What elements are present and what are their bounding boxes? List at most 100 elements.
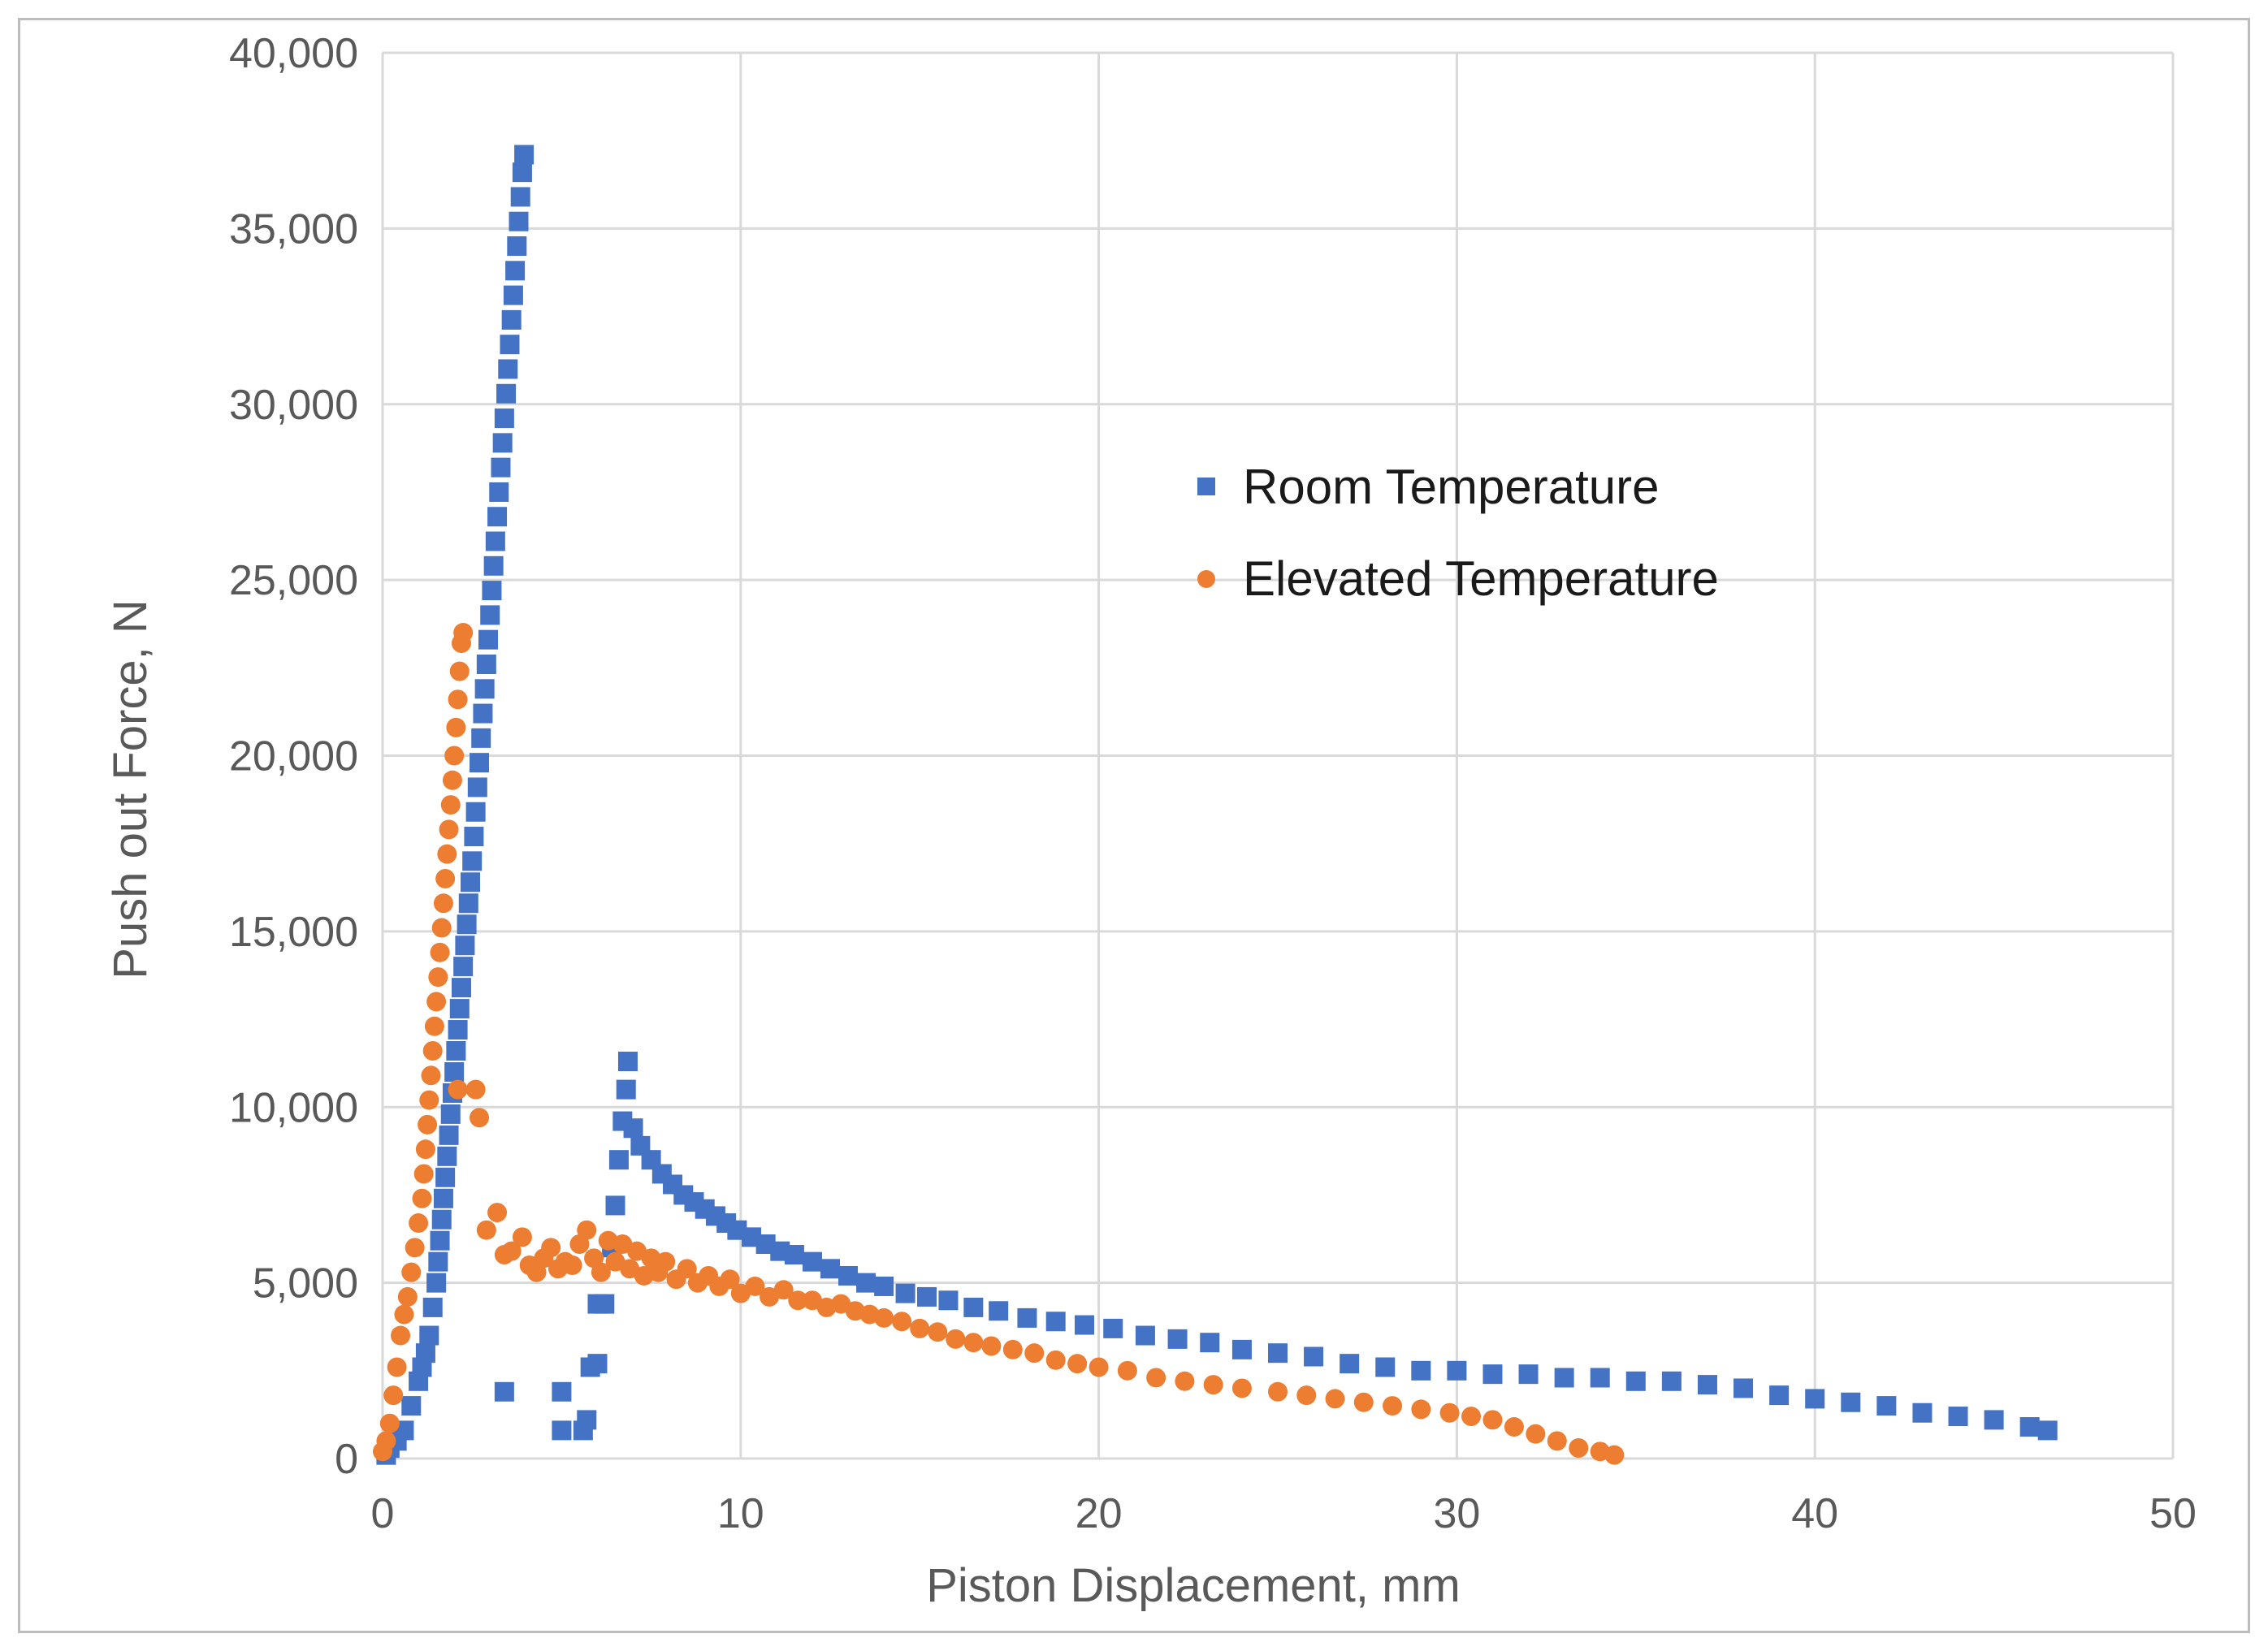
room-temperature-point: [1625, 1371, 1646, 1391]
elevated-temperature-point: [1024, 1343, 1045, 1364]
room-temperature-point: [446, 1041, 466, 1061]
x-tick-label: 10: [717, 1490, 764, 1537]
room-temperature-point: [474, 679, 495, 699]
elevated-temperature-point: [1439, 1402, 1460, 1423]
elevated-temperature-point: [437, 844, 457, 864]
room-temperature-point: [1135, 1325, 1155, 1346]
elevated-temperature-point: [910, 1318, 930, 1338]
room-temperature-point: [464, 827, 484, 847]
legend: Room Temperature Elevated Temperature: [1197, 460, 1719, 606]
elevated-temperature-point: [981, 1336, 1002, 1356]
elevated-temperature-point: [512, 1227, 532, 1247]
room-temperature-point: [1482, 1364, 1503, 1385]
legend-elevated-temperature-label: Elevated Temperature: [1243, 551, 1719, 606]
room-temperature-point: [820, 1259, 840, 1279]
elevated-temperature-point: [928, 1322, 948, 1342]
elevated-temperature-point: [1604, 1445, 1625, 1465]
elevated-temperature-point: [1146, 1368, 1166, 1388]
elevated-temperature-point: [442, 770, 462, 790]
elevated-temperature-point: [426, 992, 447, 1012]
elevated-temperature-point: [428, 967, 448, 988]
elevated-temperature-point: [448, 689, 468, 710]
room-temperature-point: [458, 893, 478, 914]
elevated-temperature-point: [1175, 1371, 1195, 1391]
room-temperature-point: [616, 1079, 636, 1100]
room-temperature-point: [419, 1325, 439, 1346]
elevated-temperature-point: [1569, 1438, 1589, 1459]
y-axis-title: Push out Force, N: [104, 599, 157, 979]
elevated-temperature-point: [383, 1385, 404, 1406]
elevated-temperature-point: [1461, 1407, 1482, 1427]
y-tick-label: 10,000: [229, 1084, 358, 1131]
room-temperature-point: [587, 1354, 608, 1374]
y-tick-label: 30,000: [229, 382, 358, 429]
elevated-temperature-point: [788, 1290, 808, 1311]
room-temperature-point: [435, 1167, 456, 1187]
room-temperature-point: [494, 1381, 514, 1402]
elevated-temperature-point: [412, 1188, 432, 1208]
elevated-temperature-point: [892, 1312, 912, 1332]
x-tick-label: 20: [1076, 1490, 1123, 1537]
room-temperature-point: [1590, 1368, 1610, 1388]
room-temperature-point: [1554, 1368, 1574, 1388]
elevated-temperature-point: [419, 1090, 439, 1110]
room-temperature-point: [856, 1273, 876, 1293]
elevated-temperature-point: [391, 1325, 411, 1346]
room-temperature-point: [451, 978, 471, 998]
elevated-temperature-point: [577, 1220, 597, 1240]
room-temperature-point: [552, 1420, 572, 1441]
room-temperature-point: [457, 914, 477, 935]
elevated-temperature-point: [405, 1238, 425, 1258]
room-temperature-point: [989, 1301, 1009, 1321]
room-temperature-point: [509, 211, 529, 231]
room-temperature-point: [449, 999, 470, 1019]
elevated-temperature-point: [476, 1220, 496, 1240]
elevated-temperature-point: [720, 1269, 740, 1290]
room-temperature-point: [440, 1104, 461, 1124]
y-tick-label: 35,000: [229, 205, 358, 253]
x-tick-label: 30: [1433, 1490, 1480, 1537]
elevated-temperature-point: [433, 893, 453, 914]
elevated-temperature-point: [1526, 1424, 1546, 1444]
elevated-temperature-point: [1067, 1354, 1088, 1374]
elevated-temperature-point: [376, 1431, 396, 1451]
elevated-temperature-point: [745, 1276, 765, 1296]
legend-room-temperature-label: Room Temperature: [1243, 460, 1659, 514]
elevated-temperature-point: [424, 1016, 444, 1036]
room-temperature-point: [487, 507, 508, 527]
room-temperature-point: [428, 1251, 448, 1272]
room-temperature-point: [1340, 1354, 1360, 1374]
room-temperature-point: [500, 335, 520, 355]
elevated-temperature-point: [1117, 1360, 1137, 1381]
elevated-temperature-point: [444, 746, 465, 766]
elevated-temperature-point: [413, 1164, 434, 1184]
room-temperature-point: [453, 957, 474, 977]
elevated-temperature-point: [422, 1041, 443, 1061]
room-temperature-point: [426, 1273, 447, 1293]
room-temperature-point: [485, 531, 505, 551]
elevated-temperature-point: [946, 1329, 966, 1349]
room-temperature-point: [802, 1251, 822, 1272]
y-tick-label: 0: [335, 1436, 358, 1483]
elevated-temperature-point: [487, 1203, 508, 1223]
room-temperature-point: [401, 1396, 422, 1416]
elevated-temperature-point: [1547, 1431, 1567, 1451]
room-temperature-point: [512, 162, 532, 183]
room-temperature-point: [784, 1245, 804, 1265]
room-temperature-point: [1231, 1339, 1252, 1359]
room-temperature-point: [462, 851, 483, 871]
room-temperature-point: [465, 802, 486, 822]
x-axis-title: Piston Displacement, mm: [926, 1559, 1461, 1612]
y-tick-label: 20,000: [229, 733, 358, 780]
room-temperature-point: [1017, 1307, 1037, 1328]
chart-frame: 0 5,000 10,000 15,000 20,000 25,000 30,000 35,0…: [18, 18, 2250, 1633]
room-temperature-point: [480, 605, 500, 625]
elevated-temperature-point: [1482, 1410, 1503, 1430]
room-temperature-point: [437, 1146, 457, 1166]
elevated-temperature-point: [1045, 1350, 1066, 1370]
room-temperature-point: [1733, 1378, 1754, 1398]
room-temperature-point: [1948, 1407, 1968, 1427]
room-temperature-point: [514, 145, 535, 165]
room-temperature-point: [415, 1343, 435, 1364]
elevated-temperature-point: [1325, 1389, 1345, 1409]
